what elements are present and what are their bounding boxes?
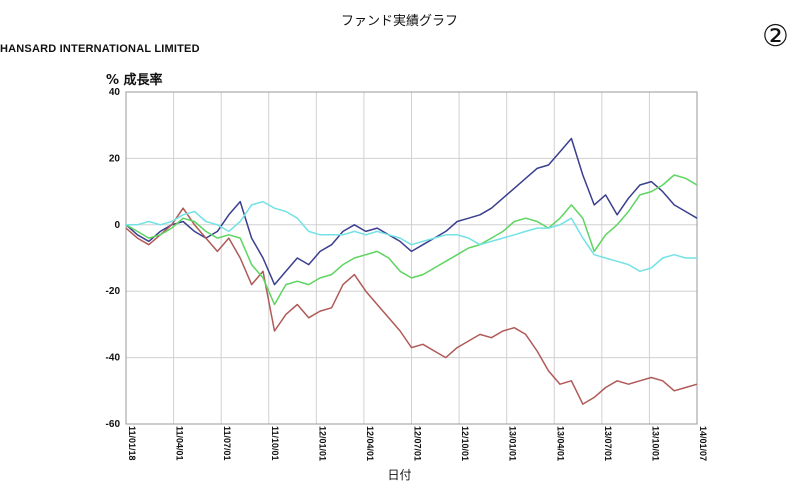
chart-title: ファンド実績グラフ [340,14,458,29]
x-axis-title: 日付 [387,468,412,482]
x-tick-label: 11/07/01 [222,426,232,461]
company-name: HANSARD INTERNATIONAL LIMITED [0,43,200,55]
series-line-4 [126,200,697,273]
series-line-1 [125,137,698,286]
x-tick-label: 12/01/01 [317,426,327,461]
series-line-2 [125,207,698,405]
x-tick-label: 12/10/01 [460,426,470,461]
y-axis-title: % 成長率 [106,73,163,88]
y-tick-label: 20 [109,153,121,164]
y-tick-label: -20 [106,286,121,297]
x-tick-label: 12/04/01 [365,426,375,461]
x-tick-label: 13/04/01 [555,426,565,461]
circled-number-badge: ② [762,19,789,54]
x-tick-label: 11/01/18 [127,426,137,461]
series-line-3 [125,174,698,306]
x-tick-label: 12/07/01 [413,426,423,461]
y-tick-label: -40 [106,353,121,364]
x-tick-label: 13/01/01 [508,426,518,461]
x-tick-label: 11/10/01 [270,426,280,461]
y-tick-label: -60 [106,419,121,430]
y-tick-label: 0 [114,220,120,231]
x-tick-label: 14/01/07 [698,426,708,461]
x-tick-label: 11/04/01 [175,426,185,461]
x-tick-label: 13/07/01 [603,426,613,461]
y-tick-label: 40 [109,87,121,98]
x-tick-label: 13/10/01 [650,426,660,461]
